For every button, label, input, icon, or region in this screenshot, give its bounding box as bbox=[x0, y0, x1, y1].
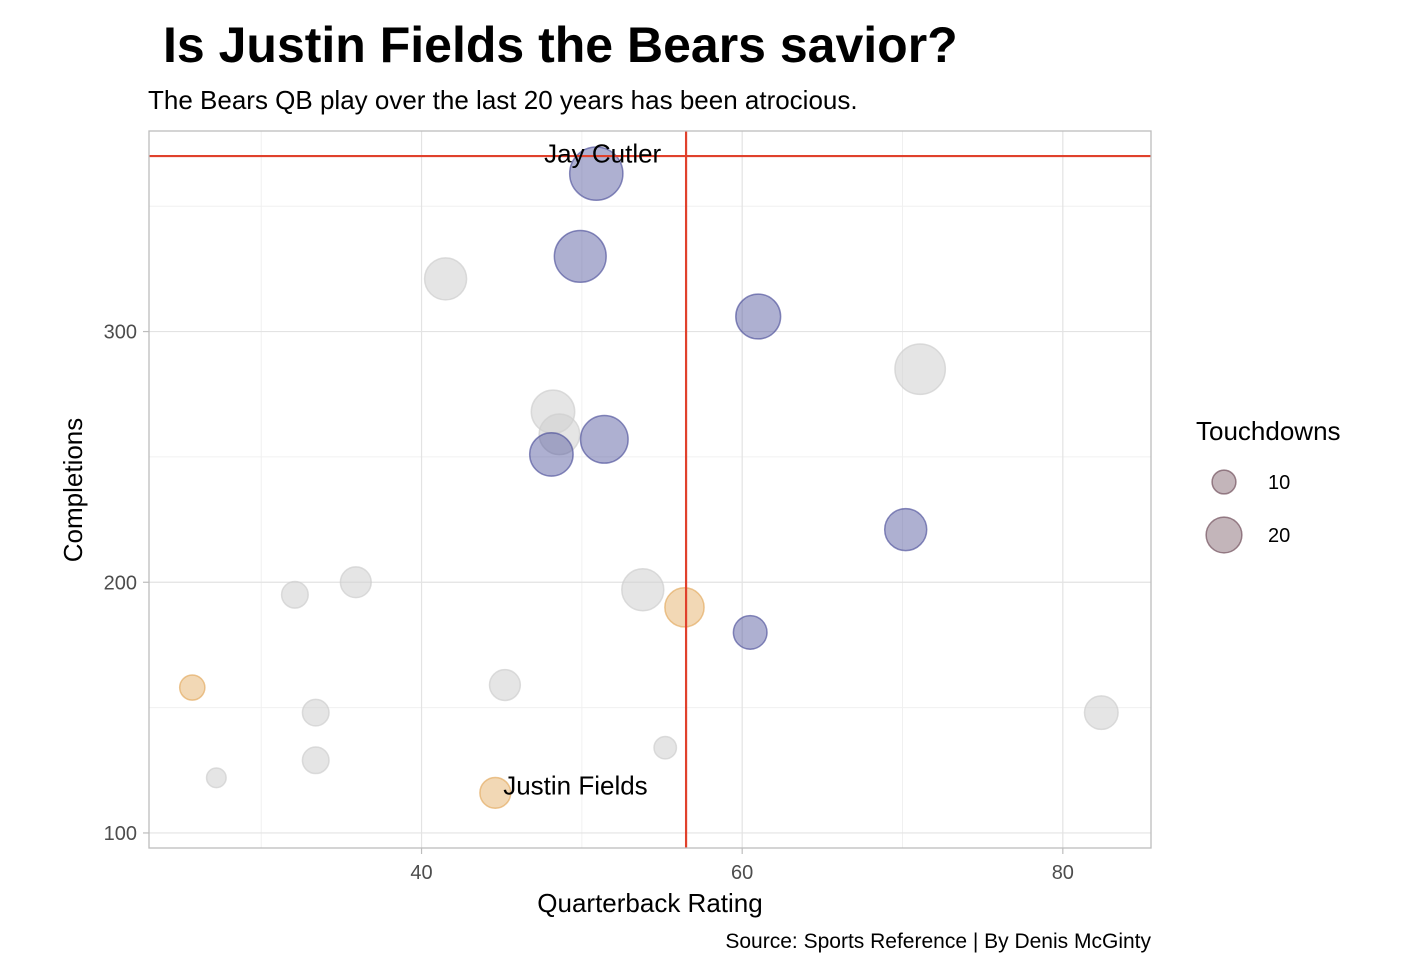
data-point-highlight bbox=[568, 146, 624, 201]
y-tick-label: 300 bbox=[104, 322, 137, 344]
data-point-other bbox=[488, 668, 522, 702]
data-point-fields bbox=[178, 674, 206, 701]
data-point-other bbox=[894, 343, 947, 396]
data-point-highlight bbox=[528, 431, 574, 477]
legend-key-circle bbox=[1205, 516, 1243, 554]
legend-title: Touchdowns bbox=[1196, 416, 1341, 446]
annotations: Jay Cutler Justin Fields bbox=[503, 139, 661, 801]
x-tick-label: 80 bbox=[1052, 862, 1074, 884]
size-legend: Touchdowns 10 20 bbox=[1196, 416, 1341, 554]
data-point-other bbox=[301, 746, 330, 775]
data-point-other bbox=[339, 566, 372, 599]
x-tick-label: 60 bbox=[731, 862, 753, 884]
data-point-highlight bbox=[883, 507, 928, 552]
x-tick-label: 40 bbox=[410, 862, 432, 884]
data-point-highlight bbox=[735, 293, 782, 340]
x-axis-title: Quarterback Rating bbox=[537, 888, 762, 918]
data-point-other bbox=[280, 580, 309, 609]
data-point-other bbox=[301, 698, 330, 727]
annotation-label: Justin Fields bbox=[503, 770, 648, 800]
panel-border bbox=[148, 130, 1152, 849]
axes: 40 60 80 100 200 300 bbox=[104, 130, 1152, 884]
legend-key-circle bbox=[1211, 469, 1237, 495]
y-axis-title: Completions bbox=[58, 418, 88, 563]
data-point-other bbox=[205, 767, 227, 789]
annotation-label: Jay Cutler bbox=[544, 139, 661, 169]
chart-title: Is Justin Fields the Bears savior? bbox=[163, 17, 958, 73]
legend-key-label: 10 bbox=[1268, 472, 1290, 494]
chart-subtitle: The Bears QB play over the last 20 years… bbox=[148, 85, 858, 115]
data-point-highlight bbox=[579, 414, 629, 464]
data-point-other bbox=[423, 257, 468, 301]
data-point-other bbox=[621, 568, 665, 612]
y-tick-label: 200 bbox=[104, 572, 137, 594]
y-tick-label: 100 bbox=[104, 823, 137, 845]
data-point-highlight bbox=[732, 614, 768, 650]
data-point-fields bbox=[664, 586, 705, 628]
data-point-other bbox=[653, 735, 678, 760]
data-point-fields bbox=[479, 776, 512, 809]
points-layer bbox=[178, 146, 1119, 809]
data-point-highlight bbox=[553, 229, 607, 283]
chart-caption: Source: Sports Reference | By Denis McGi… bbox=[725, 930, 1151, 953]
legend-key-label: 20 bbox=[1268, 525, 1290, 547]
data-point-other bbox=[1083, 695, 1119, 731]
reference-lines bbox=[149, 131, 1151, 848]
grid-layer bbox=[149, 131, 1151, 848]
